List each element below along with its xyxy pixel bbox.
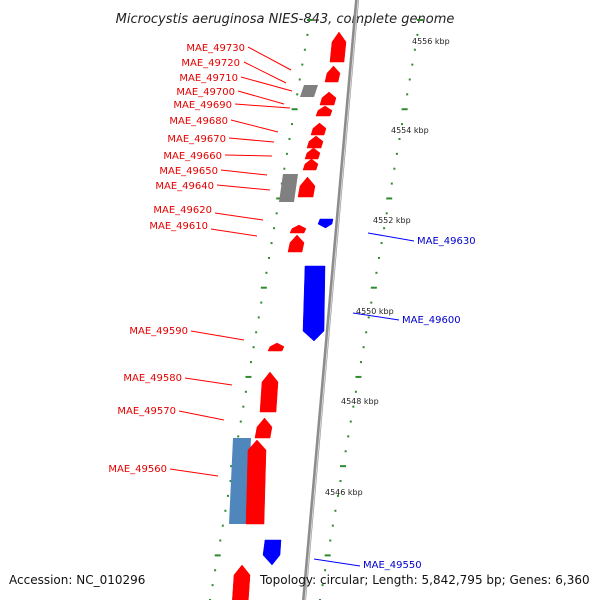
forward-gene[interactable] bbox=[310, 122, 327, 136]
gene-label[interactable]: MAE_49610 bbox=[149, 221, 208, 232]
forward-gene[interactable] bbox=[302, 158, 319, 171]
accession-text: Accession: NC_010296 bbox=[9, 573, 146, 587]
forward-gene[interactable] bbox=[259, 371, 279, 413]
kbp-label: 4556 kbp bbox=[412, 37, 450, 46]
gene-label[interactable]: MAE_49600 bbox=[402, 315, 461, 326]
gene-label[interactable]: MAE_49730 bbox=[186, 43, 245, 54]
forward-gene[interactable] bbox=[319, 91, 337, 106]
topology-text: Topology: circular; Length: 5,842,795 bp… bbox=[260, 573, 590, 587]
leader-line bbox=[216, 184, 271, 191]
leader-line bbox=[190, 330, 245, 341]
kbp-label: 4546 kbp bbox=[325, 488, 363, 497]
leader-line bbox=[228, 137, 275, 143]
gene-features bbox=[229, 31, 347, 600]
tick-marks bbox=[209, 19, 423, 600]
gene-label[interactable]: MAE_49630 bbox=[417, 236, 476, 247]
gene-label[interactable]: MAE_49590 bbox=[129, 326, 188, 337]
forward-gene[interactable] bbox=[306, 135, 324, 149]
gene-label[interactable]: MAE_49720 bbox=[181, 58, 240, 69]
forward-gene[interactable] bbox=[287, 234, 305, 253]
forward-gene[interactable] bbox=[297, 176, 316, 198]
forward-gene[interactable] bbox=[289, 224, 307, 234]
gene-label[interactable]: MAE_49560 bbox=[108, 464, 167, 475]
leader-line bbox=[169, 468, 219, 477]
forward-gene[interactable] bbox=[267, 342, 285, 352]
forward-gene[interactable] bbox=[254, 417, 273, 439]
kbp-label: 4552 kbp bbox=[373, 216, 411, 225]
leader-line bbox=[230, 119, 279, 133]
reverse-gene[interactable] bbox=[262, 539, 282, 566]
forward-gene[interactable] bbox=[304, 147, 321, 160]
gene-label[interactable]: MAE_49580 bbox=[123, 373, 182, 384]
gene-label[interactable]: MAE_49620 bbox=[153, 205, 212, 216]
leader-line bbox=[220, 169, 268, 176]
leader-line bbox=[184, 377, 233, 386]
gene-label[interactable]: MAE_49680 bbox=[169, 116, 228, 127]
gene-label[interactable]: MAE_49570 bbox=[117, 406, 176, 417]
reverse-gene[interactable] bbox=[317, 218, 334, 229]
label-leader-lines bbox=[169, 46, 415, 567]
rna-gene[interactable] bbox=[300, 85, 318, 97]
gene-label[interactable]: MAE_49660 bbox=[163, 151, 222, 162]
forward-gene[interactable] bbox=[315, 105, 333, 117]
leader-line bbox=[313, 558, 361, 567]
forward-gene[interactable] bbox=[324, 65, 341, 83]
gene-feature[interactable] bbox=[229, 438, 251, 524]
kbp-label: 4548 kbp bbox=[341, 397, 379, 406]
leader-line bbox=[243, 61, 287, 84]
rna-gene[interactable] bbox=[279, 174, 298, 202]
leader-line bbox=[237, 90, 285, 105]
reverse-gene[interactable] bbox=[302, 265, 326, 342]
leader-line bbox=[210, 228, 258, 237]
gene-label[interactable]: MAE_49710 bbox=[179, 73, 238, 84]
gene-label[interactable]: MAE_49650 bbox=[159, 166, 218, 177]
leader-line bbox=[352, 312, 400, 321]
kbp-labels: 4556 kbp 4554 kbp 4552 kbp 4550 kbp 4548… bbox=[325, 37, 450, 497]
leader-line bbox=[367, 232, 415, 242]
kbp-label: 4550 kbp bbox=[356, 307, 394, 316]
leader-line bbox=[240, 76, 293, 92]
leader-line bbox=[247, 46, 292, 71]
backbone bbox=[302, 0, 359, 600]
genome-title: Microcystis aeruginosa NIES-843, complet… bbox=[116, 12, 455, 27]
gene-label[interactable]: MAE_49670 bbox=[167, 134, 226, 145]
leader-line bbox=[178, 410, 225, 421]
gene-label[interactable]: MAE_49640 bbox=[155, 181, 214, 192]
leader-line bbox=[224, 154, 273, 157]
leader-line bbox=[214, 212, 264, 221]
forward-gene[interactable] bbox=[329, 31, 347, 63]
kbp-label: 4554 kbp bbox=[391, 126, 429, 135]
gene-label[interactable]: MAE_49550 bbox=[363, 560, 422, 571]
leader-line bbox=[234, 103, 291, 109]
forward-gene[interactable] bbox=[232, 564, 251, 600]
forward-gene-labels: MAE_49730 MAE_49720 MAE_49710 MAE_49700 … bbox=[108, 43, 245, 475]
gene-label[interactable]: MAE_49700 bbox=[176, 87, 235, 98]
reverse-gene-labels: MAE_49630 MAE_49600 MAE_49550 bbox=[363, 236, 476, 571]
gene-label[interactable]: MAE_49690 bbox=[173, 100, 232, 111]
forward-gene[interactable] bbox=[245, 439, 267, 525]
